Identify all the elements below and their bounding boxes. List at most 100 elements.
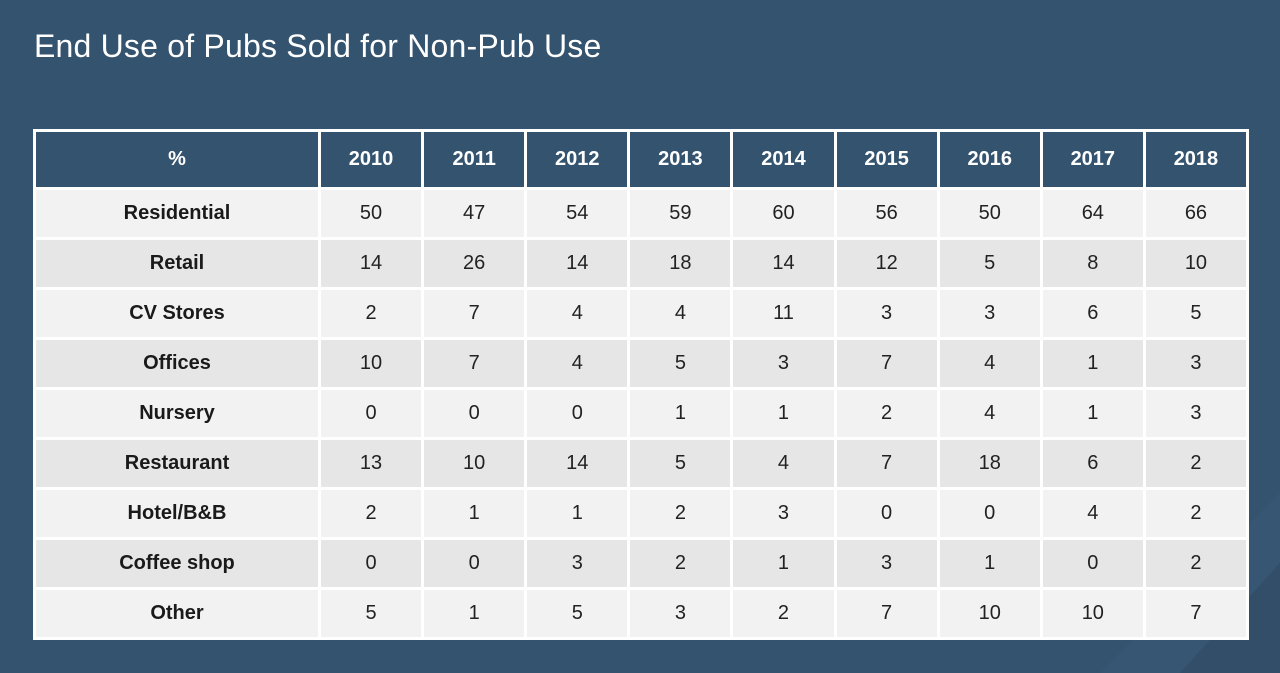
table-cell-restaurant-2017: 6 xyxy=(1039,437,1146,490)
column-header-2011: 2011 xyxy=(421,129,528,190)
table-cell-residential-2015: 56 xyxy=(833,187,940,240)
table-cell-offices-2018: 3 xyxy=(1142,337,1250,390)
table-cell-restaurant-2011: 10 xyxy=(421,437,528,490)
table-cell-hotel-b-b-2017: 4 xyxy=(1039,487,1146,540)
column-header-2012: 2012 xyxy=(524,129,631,190)
table-cell-coffee-shop-2014: 1 xyxy=(730,537,837,590)
table-cell-coffee-shop-2012: 3 xyxy=(524,537,631,590)
table-cell-hotel-b-b-2016: 0 xyxy=(936,487,1043,540)
table-cell-restaurant-2016: 18 xyxy=(936,437,1043,490)
table-body: Residential 50 47 54 59 60 56 50 64 66 Retail 14 26 1… xyxy=(33,187,1250,640)
table-cell-other-2013: 3 xyxy=(627,587,734,640)
table-cell-nursery-2012: 0 xyxy=(524,387,631,440)
table-cell-nursery-2016: 4 xyxy=(936,387,1043,440)
table-cell-residential-2017: 64 xyxy=(1039,187,1146,240)
column-header-2018: 2018 xyxy=(1142,129,1250,190)
corner-header: % xyxy=(33,129,321,190)
table-cell-nursery-2017: 1 xyxy=(1039,387,1146,440)
table-cell-coffee-shop-2011: 0 xyxy=(421,537,528,590)
table-cell-offices-2017: 1 xyxy=(1039,337,1146,390)
table-cell-coffee-shop-2013: 2 xyxy=(627,537,734,590)
row-label-other: Other xyxy=(33,587,321,640)
table-cell-nursery-2014: 1 xyxy=(730,387,837,440)
table-cell-other-2010: 5 xyxy=(317,587,425,640)
table-cell-hotel-b-b-2018: 2 xyxy=(1142,487,1250,540)
table-cell-restaurant-2014: 4 xyxy=(730,437,837,490)
table-cell-coffee-shop-2017: 0 xyxy=(1039,537,1146,590)
table-cell-residential-2010: 50 xyxy=(317,187,425,240)
table-cell-coffee-shop-2015: 3 xyxy=(833,537,940,590)
data-table: % 2010 2011 2012 2013 2014 2015 2016 2017 2018 R… xyxy=(33,129,1250,640)
table-cell-residential-2013: 59 xyxy=(627,187,734,240)
table-cell-residential-2016: 50 xyxy=(936,187,1043,240)
table-cell-retail-2015: 12 xyxy=(833,237,940,290)
table-cell-cv-stores-2010: 2 xyxy=(317,287,425,340)
row-label-retail: Retail xyxy=(33,237,321,290)
table-cell-retail-2016: 5 xyxy=(936,237,1043,290)
table-cell-offices-2010: 10 xyxy=(317,337,425,390)
table-cell-restaurant-2013: 5 xyxy=(627,437,734,490)
page-title: End Use of Pubs Sold for Non-Pub Use xyxy=(34,28,602,64)
table-cell-nursery-2018: 3 xyxy=(1142,387,1250,440)
table-cell-retail-2011: 26 xyxy=(421,237,528,290)
table-cell-other-2011: 1 xyxy=(421,587,528,640)
table-cell-cv-stores-2015: 3 xyxy=(833,287,940,340)
table-cell-offices-2015: 7 xyxy=(833,337,940,390)
table-cell-nursery-2011: 0 xyxy=(421,387,528,440)
table-row-cv-stores: CV Stores 2 7 4 4 11 3 3 6 5 xyxy=(33,287,1250,340)
table-cell-hotel-b-b-2013: 2 xyxy=(627,487,734,540)
table-cell-offices-2013: 5 xyxy=(627,337,734,390)
table-cell-restaurant-2010: 13 xyxy=(317,437,425,490)
row-label-offices: Offices xyxy=(33,337,321,390)
table-cell-retail-2013: 18 xyxy=(627,237,734,290)
table-cell-nursery-2010: 0 xyxy=(317,387,425,440)
table-cell-cv-stores-2013: 4 xyxy=(627,287,734,340)
table-cell-cv-stores-2017: 6 xyxy=(1039,287,1146,340)
table-cell-coffee-shop-2018: 2 xyxy=(1142,537,1250,590)
table-cell-residential-2018: 66 xyxy=(1142,187,1250,240)
table-cell-coffee-shop-2010: 0 xyxy=(317,537,425,590)
table-row-nursery: Nursery 0 0 0 1 1 2 4 1 3 xyxy=(33,387,1250,440)
table-row-coffee-shop: Coffee shop 0 0 3 2 1 3 1 0 2 xyxy=(33,537,1250,590)
table-cell-offices-2016: 4 xyxy=(936,337,1043,390)
table-cell-cv-stores-2016: 3 xyxy=(936,287,1043,340)
table-cell-restaurant-2015: 7 xyxy=(833,437,940,490)
table-cell-restaurant-2018: 2 xyxy=(1142,437,1250,490)
table-cell-hotel-b-b-2010: 2 xyxy=(317,487,425,540)
column-header-2014: 2014 xyxy=(730,129,837,190)
table-cell-other-2016: 10 xyxy=(936,587,1043,640)
table-cell-other-2017: 10 xyxy=(1039,587,1146,640)
row-label-coffee-shop: Coffee shop xyxy=(33,537,321,590)
table-row-offices: Offices 10 7 4 5 3 7 4 1 3 xyxy=(33,337,1250,390)
table-container: % 2010 2011 2012 2013 2014 2015 2016 2017 2018 R… xyxy=(33,129,1250,640)
row-label-nursery: Nursery xyxy=(33,387,321,440)
table-cell-retail-2018: 10 xyxy=(1142,237,1250,290)
table-cell-hotel-b-b-2012: 1 xyxy=(524,487,631,540)
column-header-2015: 2015 xyxy=(833,129,940,190)
table-cell-retail-2017: 8 xyxy=(1039,237,1146,290)
header-row: % 2010 2011 2012 2013 2014 2015 2016 2017 2018 xyxy=(33,129,1250,190)
table-cell-retail-2012: 14 xyxy=(524,237,631,290)
row-label-hotel-b-b: Hotel/B&B xyxy=(33,487,321,540)
column-header-2016: 2016 xyxy=(936,129,1043,190)
table-row-restaurant: Restaurant 13 10 14 5 4 7 18 6 2 xyxy=(33,437,1250,490)
table-cell-nursery-2015: 2 xyxy=(833,387,940,440)
column-header-2010: 2010 xyxy=(317,129,425,190)
table-row-hotel-b-b: Hotel/B&B 2 1 1 2 3 0 0 4 2 xyxy=(33,487,1250,540)
table-cell-residential-2011: 47 xyxy=(421,187,528,240)
table-cell-hotel-b-b-2011: 1 xyxy=(421,487,528,540)
table-cell-residential-2014: 60 xyxy=(730,187,837,240)
table-cell-cv-stores-2014: 11 xyxy=(730,287,837,340)
table-cell-offices-2014: 3 xyxy=(730,337,837,390)
table-cell-other-2014: 2 xyxy=(730,587,837,640)
table-cell-restaurant-2012: 14 xyxy=(524,437,631,490)
table-row-other: Other 5 1 5 3 2 7 10 10 7 xyxy=(33,587,1250,640)
table-cell-nursery-2013: 1 xyxy=(627,387,734,440)
column-header-2017: 2017 xyxy=(1039,129,1146,190)
table-row-retail: Retail 14 26 14 18 14 12 5 8 10 xyxy=(33,237,1250,290)
table-cell-retail-2010: 14 xyxy=(317,237,425,290)
table-row-residential: Residential 50 47 54 59 60 56 50 64 66 xyxy=(33,187,1250,240)
column-header-2013: 2013 xyxy=(627,129,734,190)
table-cell-hotel-b-b-2015: 0 xyxy=(833,487,940,540)
table-cell-other-2012: 5 xyxy=(524,587,631,640)
